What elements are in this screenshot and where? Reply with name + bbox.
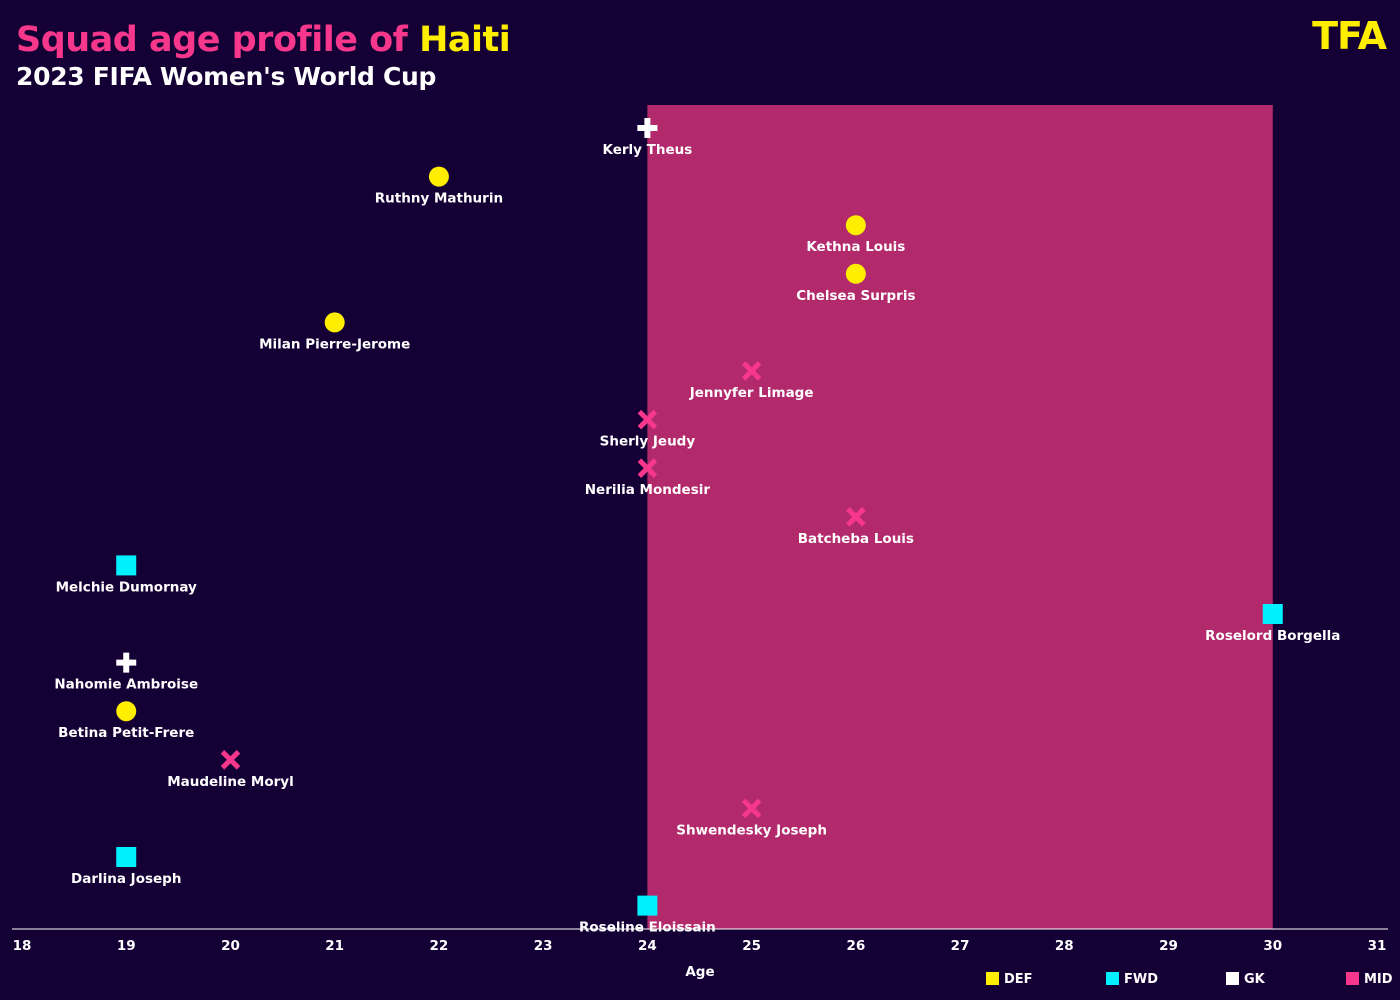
title-prefix: Squad age profile of <box>16 20 420 60</box>
player-label: Batcheba Louis <box>798 531 914 547</box>
player-marker-mid <box>637 458 658 478</box>
player-label: Chelsea Surpris <box>796 288 915 304</box>
legend-swatch-mid <box>1346 972 1359 985</box>
player-marker-gk <box>637 118 658 138</box>
player-label: Kethna Louis <box>806 239 905 255</box>
legend-label-def: DEF <box>1004 972 1033 987</box>
player-label: Nahomie Ambroise <box>54 677 198 693</box>
legend-label-mid: MID <box>1364 972 1393 987</box>
player-marker-def <box>845 263 866 284</box>
legend-swatch-gk <box>1226 972 1239 985</box>
player-marker-fwd <box>1262 604 1283 624</box>
x-tick-label: 23 <box>534 938 553 954</box>
player-marker-mid <box>846 507 866 527</box>
x-tick-label: 26 <box>846 938 865 954</box>
player-marker-mid <box>741 361 762 381</box>
legend-swatch-def <box>986 972 999 985</box>
player-marker-gk <box>116 652 137 673</box>
player-label: Shwendesky Joseph <box>676 822 827 838</box>
x-tick-label: 20 <box>221 938 240 954</box>
legend-label-fwd: FWD <box>1124 972 1158 987</box>
player-label: Maudeline Moryl <box>167 774 294 790</box>
player-label: Milan Pierre-Jerome <box>259 336 410 352</box>
x-tick-label: 22 <box>430 938 449 954</box>
player-marker-def <box>845 215 866 236</box>
player-marker-def <box>116 701 137 722</box>
x-tick-label: 24 <box>638 938 657 954</box>
x-tick-label: 19 <box>117 938 136 954</box>
player-label: Melchie Dumornay <box>56 579 197 595</box>
x-tick-label: 21 <box>325 938 344 954</box>
legend-swatch-fwd <box>1106 972 1119 985</box>
player-label: Darlina Joseph <box>71 871 181 887</box>
x-tick-label: 27 <box>951 938 970 954</box>
player-marker-fwd <box>637 895 658 916</box>
legend-label-gk: GK <box>1244 972 1266 987</box>
peak-age-band <box>647 105 1273 929</box>
player-marker-def <box>324 312 345 333</box>
player-label: Roselord Borgella <box>1205 628 1340 644</box>
player-label: Ruthny Mathurin <box>375 191 503 207</box>
chart-title: Squad age profile of Haiti <box>16 18 511 62</box>
tfa-logo: TFA <box>1312 14 1387 58</box>
player-marker-mid <box>220 750 241 770</box>
player-label: Jennyfer Limage <box>689 385 814 401</box>
chart-subtitle: 2023 FIFA Women's World Cup <box>16 62 437 91</box>
title-country: Haiti <box>419 20 511 60</box>
player-marker-fwd <box>116 555 137 576</box>
player-label: Sherly Jeudy <box>600 434 696 450</box>
x-tick-label: 31 <box>1368 938 1387 954</box>
player-marker-def <box>428 166 449 187</box>
player-marker-mid <box>741 798 762 819</box>
x-tick-label: 28 <box>1055 938 1074 954</box>
x-tick-label: 18 <box>13 938 32 954</box>
player-label: Roseline Eloissain <box>579 920 716 936</box>
x-tick-label: 25 <box>742 938 761 954</box>
player-marker-fwd <box>116 847 137 867</box>
x-tick-label: 30 <box>1263 938 1282 954</box>
x-tick-label: 29 <box>1159 938 1178 954</box>
player-label: Nerilia Mondesir <box>585 482 711 498</box>
player-marker-mid <box>637 409 658 430</box>
player-label: Kerly Theus <box>602 142 692 158</box>
player-label: Betina Petit-Frere <box>58 725 194 741</box>
x-axis-label: Age <box>685 964 714 980</box>
